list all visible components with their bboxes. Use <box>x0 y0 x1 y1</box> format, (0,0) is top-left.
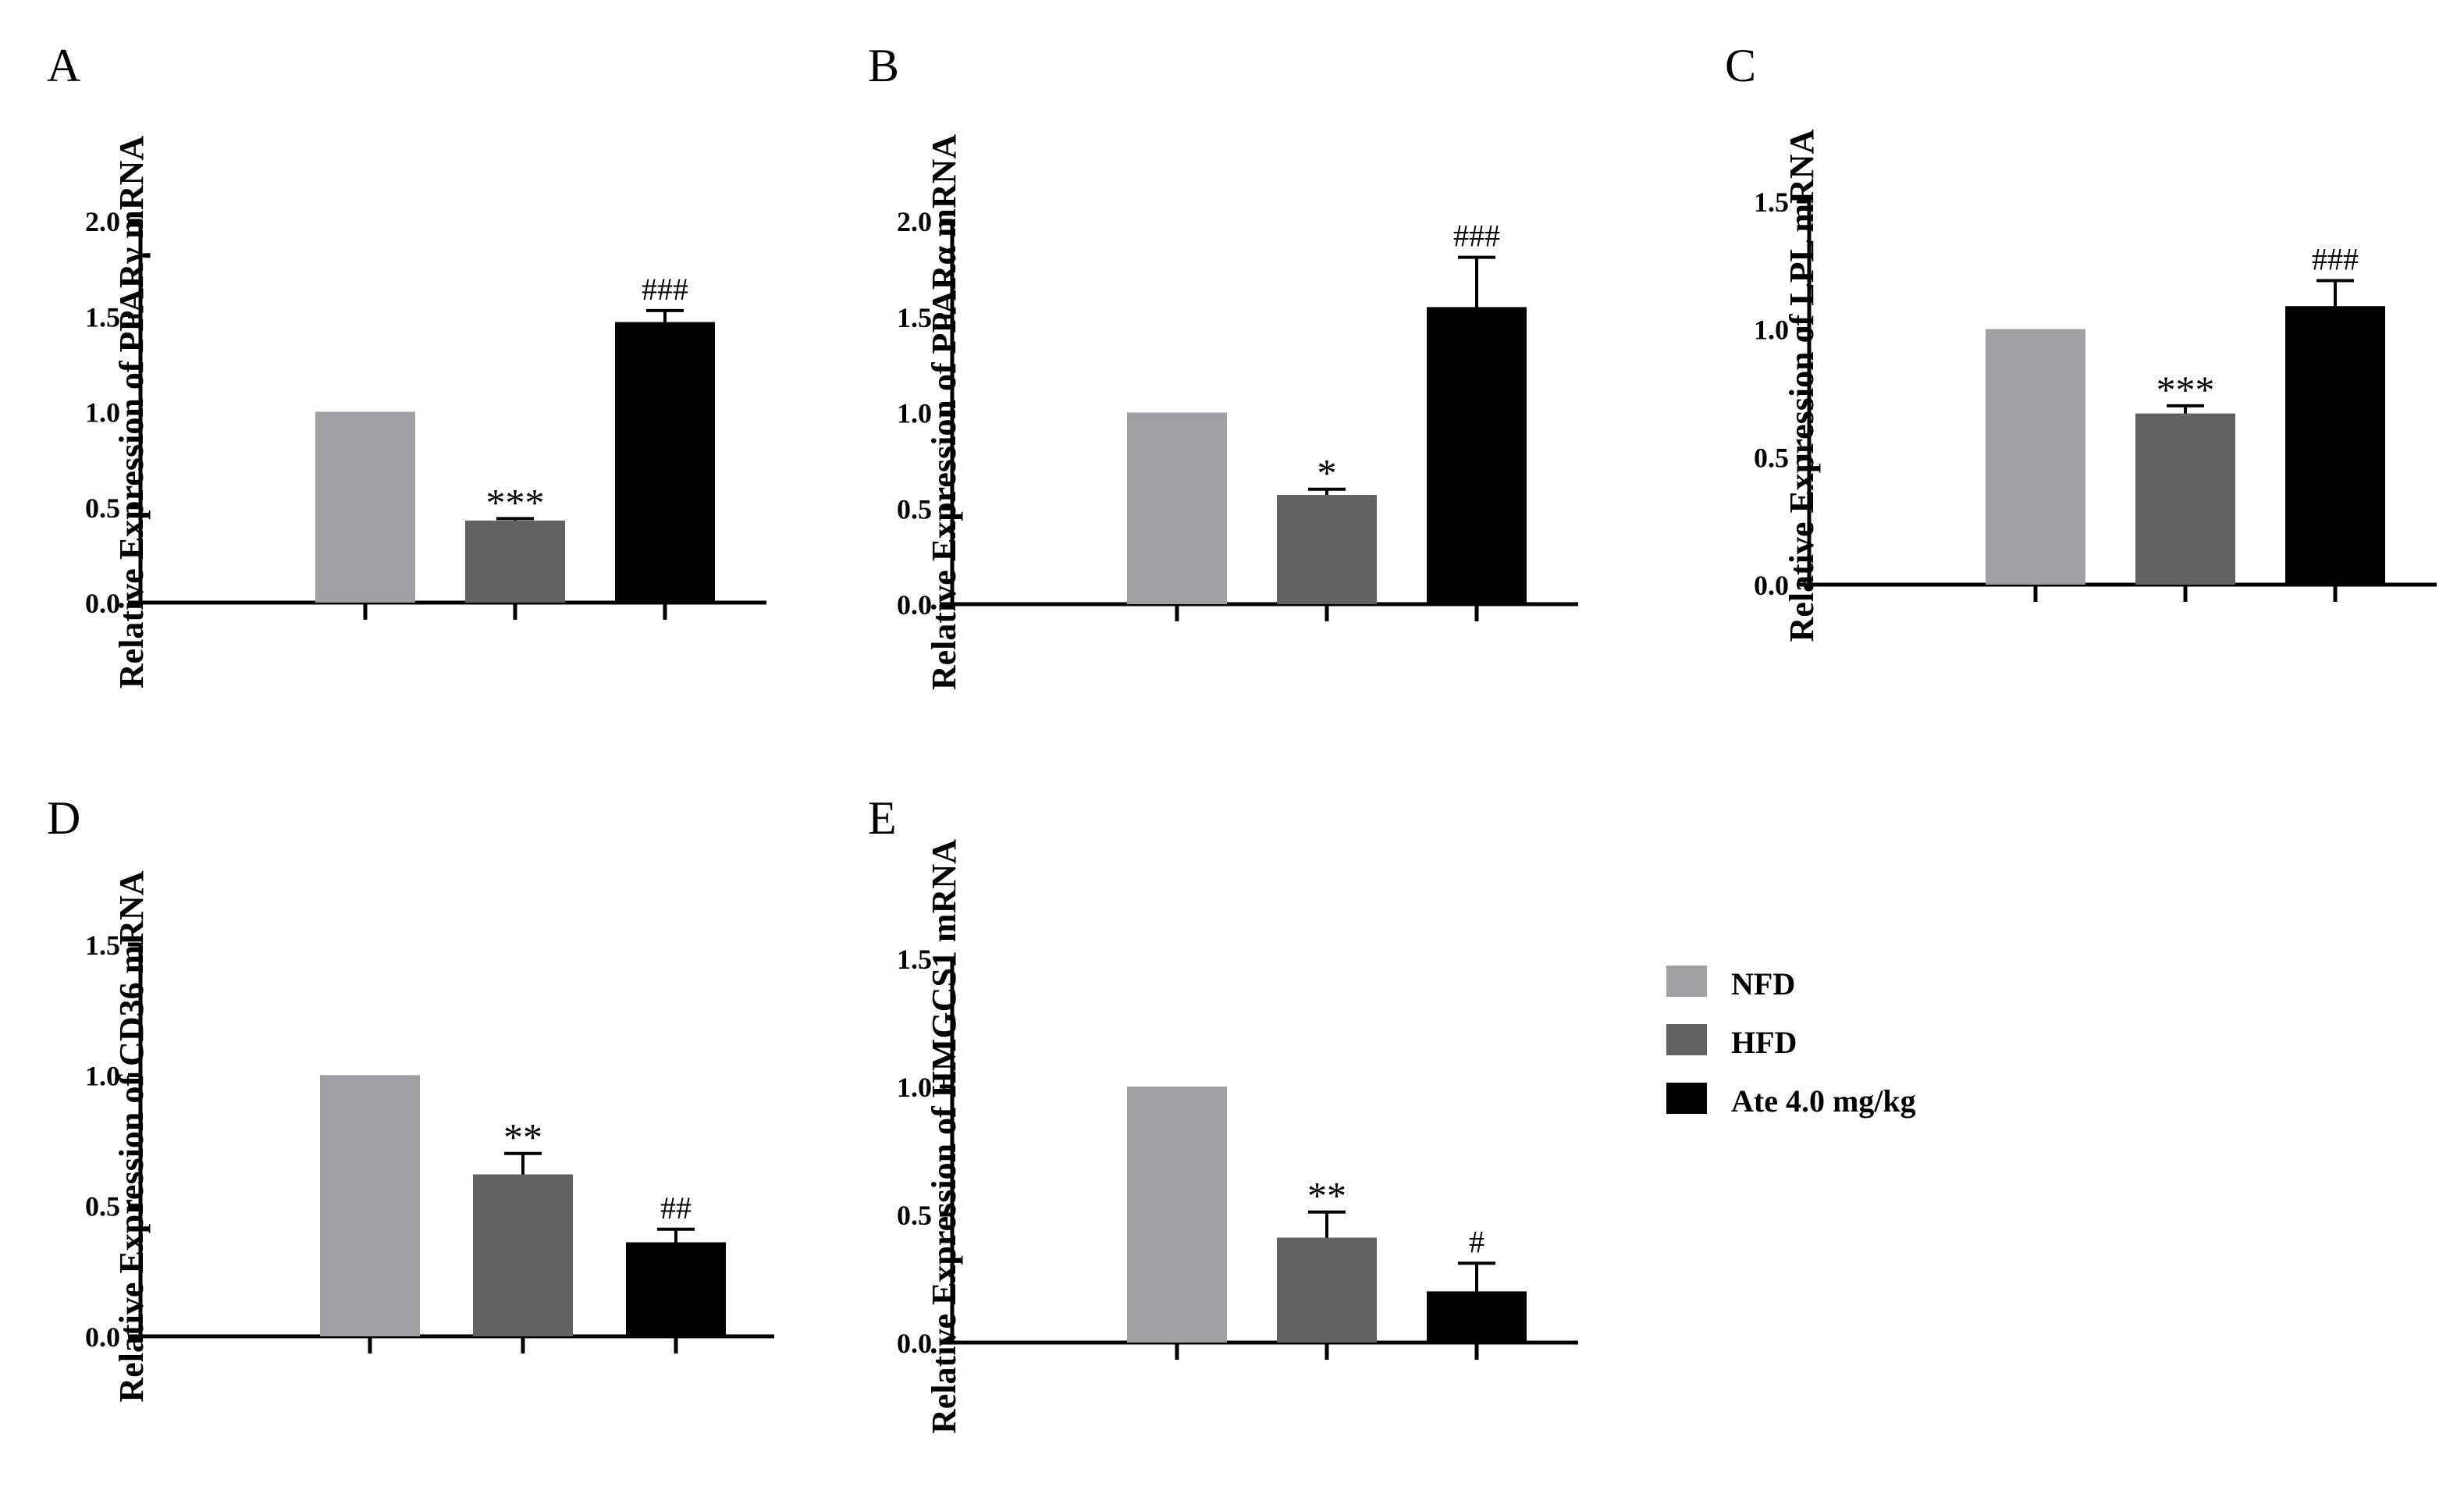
legend-label-nfd: NFD <box>1731 966 1795 1001</box>
panel-a-ytick-label: 0.5 <box>85 493 120 524</box>
panel-a-ytick-label: 1.5 <box>85 301 120 333</box>
panel-b-bar-1 <box>1127 412 1227 604</box>
panel-e-bar-3 <box>1427 1291 1527 1343</box>
legend: NFD HFD Ate 4.0 mg/kg <box>1666 966 1916 1119</box>
panel-a-annotation-3: ### <box>642 272 688 307</box>
panel-b-bar-3 <box>1427 307 1527 604</box>
panel-a-ytick-label: 2.0 <box>85 206 120 237</box>
panel-c-ytick-label: 1.0 <box>1754 315 1789 346</box>
panel-d-letter: D <box>47 792 80 844</box>
panel-e-annotation-2: ** <box>1307 1174 1346 1218</box>
panel-e-ylabel: Relative Expression of HMGCS1 mRNA <box>925 839 963 1434</box>
panel-d-annotation-2: ** <box>503 1115 542 1159</box>
panel-d-ytick-label: 0.0 <box>85 1321 120 1353</box>
panel-b-annotation-3: ### <box>1453 219 1500 254</box>
legend-swatch-ate <box>1666 1083 1707 1114</box>
panel-a-ytick-label: 1.0 <box>85 397 120 429</box>
panel-e-ytick-label: 0.0 <box>897 1328 932 1359</box>
panel-e-bar-2 <box>1277 1237 1377 1343</box>
panel-a-bar-3 <box>615 322 715 603</box>
panel-d-bar-3 <box>626 1242 726 1336</box>
panel-c-bar-2 <box>2135 413 2235 585</box>
panel-d-bar-2 <box>473 1174 573 1336</box>
panel-d-ytick-label: 0.5 <box>85 1191 120 1222</box>
panel-a-letter: A <box>47 40 80 91</box>
legend-label-ate: Ate 4.0 mg/kg <box>1731 1083 1916 1119</box>
panel-a-bar-2 <box>465 520 565 603</box>
panel-e-ytick-label: 1.0 <box>897 1072 932 1103</box>
panel-b-annotation-2: * <box>1317 451 1337 495</box>
panel-c-bar-3 <box>2285 306 2385 585</box>
panel-b-ytick-label: 0.0 <box>897 589 932 621</box>
panel-d-bar-1 <box>320 1075 420 1336</box>
panel-e-bar-1 <box>1127 1087 1227 1343</box>
panel-d-ytick-label: 1.5 <box>85 930 120 961</box>
panel-c-ytick-label: 0.5 <box>1754 442 1789 473</box>
legend-swatch-nfd <box>1666 966 1707 997</box>
panel-c-ytick-label: 1.5 <box>1754 187 1789 218</box>
panel-b-letter: B <box>868 40 899 91</box>
panel-b-ytick-label: 1.0 <box>897 398 932 429</box>
panel-d-ytick-label: 1.0 <box>85 1060 120 1091</box>
panel-c-letter: C <box>1725 40 1756 91</box>
panel-c-bar-1 <box>1986 329 2085 585</box>
panel-a-ytick-label: 0.0 <box>85 588 120 619</box>
panel-b-ytick-label: 0.5 <box>897 493 932 525</box>
panel-b-ytick-label: 2.0 <box>897 206 932 237</box>
panel-d-annotation-3: ## <box>660 1190 692 1225</box>
panel-e-ytick-label: 1.5 <box>897 944 932 975</box>
panel-c-annotation-2: *** <box>2156 368 2215 411</box>
panel-b-ytick-label: 1.5 <box>897 302 932 333</box>
panel-b-bar-2 <box>1277 495 1377 604</box>
panel-c-ylabel: Relative Expression of LPL mRNA <box>1783 129 1821 642</box>
panel-e-letter: E <box>868 792 897 844</box>
panel-e-ytick-label: 0.5 <box>897 1200 932 1231</box>
panel-a-annotation-2: *** <box>486 480 545 524</box>
panel-c-annotation-3: ### <box>2312 241 2359 276</box>
legend-label-hfd: HFD <box>1731 1025 1797 1060</box>
panel-d-ylabel: Relative Expression of CD36 mRNA <box>112 870 151 1402</box>
panel-a-bar-1 <box>315 411 415 603</box>
panel-c-ytick-label: 0.0 <box>1754 570 1789 601</box>
legend-swatch-hfd <box>1666 1024 1707 1055</box>
panel-e-annotation-3: # <box>1469 1224 1484 1259</box>
